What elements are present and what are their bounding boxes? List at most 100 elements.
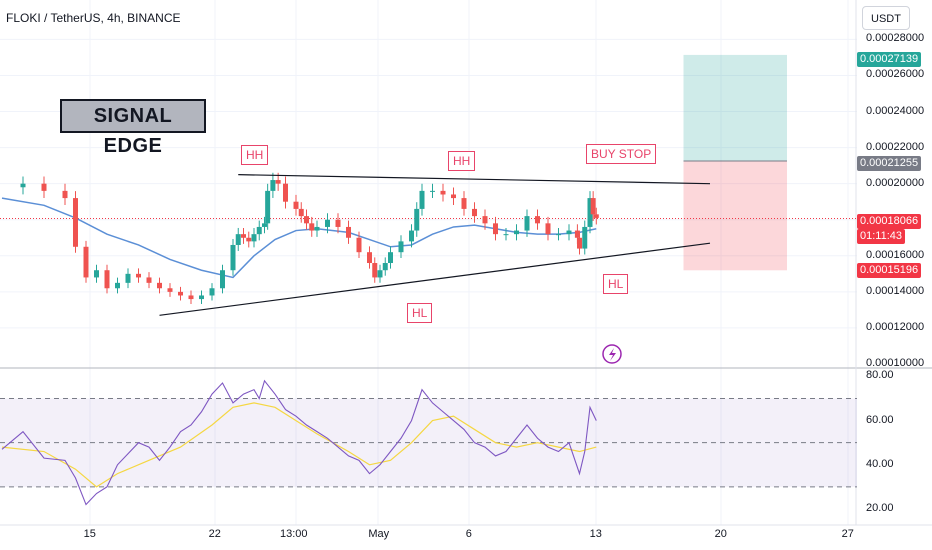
candle-body: [73, 198, 78, 247]
price-tick-label: 0.00014000: [866, 284, 925, 297]
price-tick-label: 0.00022000: [866, 140, 925, 153]
price-tick-label: 0.00020000: [866, 176, 925, 189]
candle-body: [94, 270, 99, 278]
hl-mid-label: HL: [407, 303, 433, 323]
time-tick-label: 22: [208, 528, 221, 540]
candle-body: [356, 237, 362, 253]
time-tick-label: 13: [589, 528, 602, 540]
candle-body: [146, 277, 152, 283]
candle-body: [309, 223, 315, 231]
rsi-tick-label: 20.00: [866, 501, 894, 514]
candle-body: [577, 237, 582, 249]
candle-body: [209, 288, 215, 296]
candle-body: [503, 234, 509, 236]
candle-body: [566, 230, 572, 235]
price-tick-label: 0.00028000: [866, 32, 925, 45]
candle-body: [298, 208, 304, 217]
stop-zone: [683, 161, 787, 271]
rsi-tick-label: 80.00: [866, 369, 894, 382]
candle-body: [414, 208, 420, 231]
price-tick-label: 0.00024000: [866, 104, 925, 117]
lightning-bolt-icon: [609, 348, 616, 361]
candle-body: [398, 241, 404, 253]
candle-body: [388, 252, 393, 264]
time-tick-label: May: [368, 528, 390, 540]
candle-body: [241, 234, 246, 238]
candle-body: [419, 190, 425, 209]
candle-body: [115, 282, 120, 289]
candle-body: [545, 223, 551, 235]
candle-body: [283, 183, 288, 202]
candle-body: [199, 295, 204, 300]
buy-stop-label: BUY STOP: [586, 144, 657, 164]
candle-body: [372, 263, 378, 278]
candle-body: [574, 230, 580, 238]
candle-body: [482, 216, 488, 224]
candle-body: [430, 190, 435, 192]
entry-price-tag: 0.00021255: [857, 156, 922, 171]
candle-body: [104, 270, 110, 289]
support-trendline: [159, 242, 711, 316]
time-tick-label: 13:00: [280, 528, 308, 540]
target-price-tag: 0.00027139: [857, 52, 922, 67]
time-tick-label: 20: [714, 528, 727, 540]
candle-body: [304, 216, 309, 224]
candle-body: [593, 214, 599, 218]
candle-body: [220, 270, 225, 289]
candle-body: [62, 190, 68, 199]
candle-body: [265, 190, 271, 224]
price-tick-label: 0.00012000: [866, 320, 925, 333]
candle-body: [293, 201, 299, 209]
candle-body: [235, 234, 241, 245]
candle-body: [346, 226, 351, 238]
candle-body: [41, 183, 47, 191]
candle-body: [409, 230, 414, 242]
candle-body: [377, 270, 383, 278]
candle-body: [493, 223, 498, 235]
lightning-icon: [602, 344, 622, 364]
candle-body: [256, 226, 262, 235]
candle-body: [275, 180, 281, 184]
candle-body: [262, 223, 267, 227]
candle-body: [461, 198, 467, 209]
current-price-tag: 0.00018066: [857, 214, 922, 229]
candle-body: [590, 198, 596, 215]
candle-body: [440, 190, 446, 195]
candle-body: [178, 291, 183, 296]
time-tick-label: 15: [83, 528, 96, 540]
price-tick-label: 0.00016000: [866, 248, 925, 261]
stop-price-tag: 0.00015196: [857, 263, 922, 278]
hh-left-label: HH: [241, 145, 269, 165]
candle-body: [335, 219, 341, 227]
currency-button[interactable]: USDT: [862, 6, 910, 30]
candle-body: [270, 180, 276, 191]
candle-body: [587, 198, 593, 227]
rsi-line: [1, 379, 597, 506]
chart-title: FLOKI / TetherUS, 4h, BINANCE: [6, 11, 181, 25]
resistance-trendline: [238, 174, 711, 185]
price-tick-label: 0.00010000: [866, 357, 925, 369]
candle-body: [20, 183, 26, 188]
hh-mid-label: HH: [448, 151, 476, 171]
candle-body: [451, 194, 456, 199]
candle-body: [556, 234, 561, 236]
candle-body: [535, 216, 540, 224]
candle-body: [582, 226, 588, 249]
candle-body: [325, 219, 330, 227]
candle-body: [136, 273, 141, 278]
candle-body: [230, 244, 236, 271]
candle-body: [514, 230, 519, 235]
countdown-tag: 01:11:43: [857, 229, 906, 244]
time-tick-label: 6: [465, 528, 472, 540]
rsi-tick-label: 60.00: [866, 413, 894, 426]
candle-body: [167, 288, 173, 292]
candle-body: [83, 246, 89, 278]
candle-body: [314, 226, 320, 231]
target-zone: [683, 54, 787, 162]
candle-body: [246, 237, 252, 242]
candle-body: [367, 252, 372, 264]
candle-body: [382, 263, 388, 271]
price-tick-label: 0.00026000: [866, 68, 925, 81]
rsi-tick-label: 40.00: [866, 457, 894, 470]
